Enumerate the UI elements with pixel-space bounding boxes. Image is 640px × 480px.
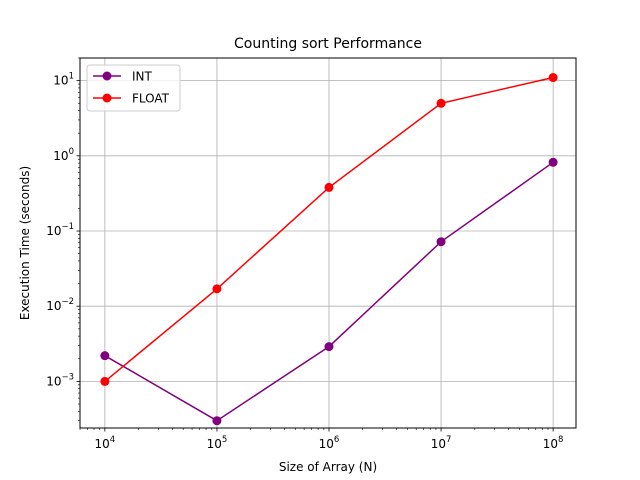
y-tick-label-exponent: 1	[69, 72, 74, 82]
grid	[80, 58, 576, 428]
x-tick-label-base: 10	[207, 437, 222, 451]
plot-frame	[79, 57, 577, 429]
x-tick-label-exponent: 6	[334, 435, 339, 445]
y-tick-label: 10−3	[46, 372, 74, 388]
legend: INT FLOAT	[86, 64, 181, 112]
series-layer	[100, 73, 558, 426]
legend-label-float: FLOAT	[132, 92, 170, 106]
data-point-float	[212, 284, 222, 294]
x-tick-label-exponent: 4	[110, 435, 115, 445]
data-point-int	[100, 351, 110, 361]
y-tick-label-exponent: −3	[61, 372, 74, 382]
x-tick-label: 105	[207, 435, 228, 451]
legend-marker-int	[102, 71, 112, 81]
y-tick-label-base: 10	[46, 299, 61, 313]
y-tick-label-base: 10	[46, 374, 61, 388]
legend-label-int: INT	[132, 70, 153, 84]
x-axis-label: Size of Array (N)	[279, 460, 377, 474]
x-tick-label: 104	[95, 435, 116, 451]
data-point-float	[324, 182, 334, 192]
data-point-float	[436, 98, 446, 108]
data-point-int	[436, 237, 446, 247]
data-point-float	[548, 73, 558, 83]
data-point-float	[100, 376, 110, 386]
y-tick-label-exponent: 0	[69, 147, 74, 157]
x-tick-label: 108	[543, 435, 564, 451]
y-tick-label: 10−1	[46, 222, 74, 238]
x-tick-label-exponent: 7	[446, 435, 451, 445]
x-tick-label: 106	[319, 435, 340, 451]
x-tick-label-base: 10	[95, 437, 110, 451]
data-point-int	[212, 416, 222, 426]
x-tick-label-base: 10	[319, 437, 334, 451]
x-tick-label-base: 10	[431, 437, 446, 451]
y-tick-label-base: 10	[46, 224, 61, 238]
y-tick-label: 100	[53, 147, 74, 163]
y-tick-label-exponent: −1	[61, 222, 74, 232]
y-axis-label: Execution Time (seconds)	[18, 166, 32, 320]
legend-marker-float	[102, 93, 112, 103]
data-point-int	[548, 157, 558, 167]
x-tick-label-base: 10	[543, 437, 558, 451]
y-tick-label-exponent: −2	[61, 297, 74, 307]
y-tick-label-base: 10	[53, 149, 68, 163]
x-tick-label-exponent: 8	[558, 435, 563, 445]
y-tick-label: 10−2	[46, 297, 74, 313]
y-tick-label: 101	[53, 72, 74, 88]
data-point-int	[324, 342, 334, 352]
x-tick-label-exponent: 5	[222, 435, 227, 445]
chart-title: Counting sort Performance	[234, 36, 422, 52]
x-tick-label: 107	[431, 435, 452, 451]
y-tick-label-base: 10	[53, 74, 68, 88]
